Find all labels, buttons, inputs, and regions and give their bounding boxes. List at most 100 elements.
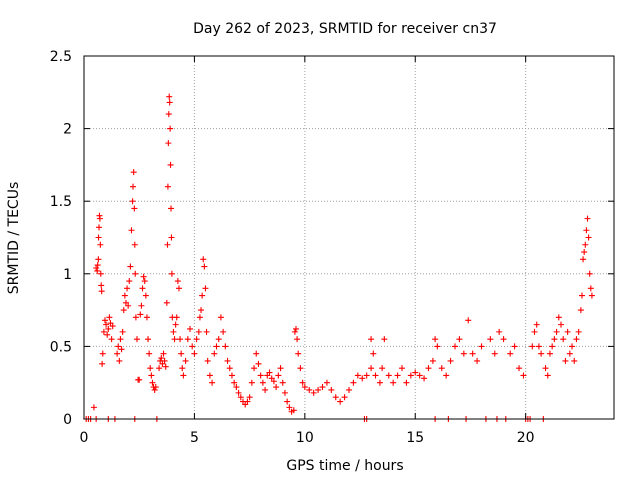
data-point	[215, 336, 222, 343]
data-point	[182, 357, 189, 364]
data-point	[131, 241, 138, 248]
data-point	[134, 336, 140, 343]
x-tick-label: 20	[517, 430, 535, 446]
data-point	[496, 328, 503, 335]
data-points	[83, 93, 595, 422]
data-point	[140, 273, 147, 280]
data-point	[255, 360, 262, 367]
data-point	[251, 365, 258, 372]
data-point	[323, 379, 330, 386]
data-point	[164, 241, 171, 248]
data-point	[119, 328, 126, 335]
data-point	[132, 270, 139, 277]
data-point	[580, 256, 587, 263]
data-point	[500, 336, 507, 343]
data-point	[542, 365, 549, 372]
x-tick-label: 0	[80, 430, 89, 446]
data-point	[202, 285, 209, 292]
data-point	[443, 372, 450, 379]
data-point	[141, 278, 148, 285]
data-point	[587, 285, 594, 292]
data-point	[277, 365, 284, 372]
data-point	[209, 379, 216, 386]
data-point	[174, 278, 181, 285]
data-point	[224, 357, 231, 364]
data-point	[228, 372, 235, 379]
data-point	[173, 314, 180, 321]
data-point	[130, 183, 137, 190]
grid	[84, 56, 614, 419]
data-point	[273, 384, 280, 391]
data-point	[588, 292, 595, 299]
data-point	[412, 369, 419, 376]
data-point	[172, 321, 179, 328]
data-point	[379, 365, 386, 372]
data-point	[407, 372, 414, 379]
data-point	[560, 336, 567, 343]
data-point	[137, 311, 144, 318]
data-point	[244, 398, 251, 405]
data-point	[416, 372, 423, 379]
data-point	[213, 343, 220, 350]
data-point	[487, 336, 494, 343]
data-point	[166, 99, 173, 106]
data-point	[211, 350, 218, 357]
data-point	[301, 384, 308, 391]
data-point	[246, 394, 253, 401]
data-point	[553, 328, 560, 335]
data-point	[167, 161, 174, 168]
data-point	[193, 336, 200, 343]
data-point	[95, 234, 102, 241]
data-point	[184, 336, 191, 343]
data-point	[158, 355, 165, 362]
data-point	[354, 372, 361, 379]
data-point	[270, 378, 277, 385]
data-point	[235, 389, 242, 396]
data-point	[168, 270, 175, 277]
data-point	[297, 365, 304, 372]
data-point	[222, 343, 229, 350]
data-point	[575, 328, 582, 335]
data-point	[128, 227, 135, 234]
x-tick-labels: 0 5 10 15 20	[80, 430, 535, 446]
data-point	[93, 264, 100, 271]
data-point	[237, 394, 244, 401]
y-tick-label: 0.5	[50, 339, 72, 355]
data-point	[290, 407, 297, 414]
data-point	[368, 365, 375, 372]
data-point	[491, 350, 498, 357]
data-point	[138, 302, 145, 309]
data-point	[266, 369, 273, 376]
data-point	[359, 375, 366, 382]
data-point	[259, 379, 266, 386]
data-point	[226, 365, 233, 372]
data-point	[145, 336, 152, 343]
data-point	[299, 379, 306, 386]
data-point	[306, 386, 313, 393]
data-point	[97, 270, 104, 277]
data-point	[96, 215, 103, 222]
data-point	[447, 357, 454, 364]
data-point	[319, 384, 326, 391]
data-point	[284, 398, 291, 405]
data-point	[516, 365, 523, 372]
data-point	[166, 93, 173, 100]
data-point	[337, 398, 344, 405]
data-point	[286, 404, 293, 411]
data-point	[346, 386, 352, 393]
data-point	[429, 357, 436, 364]
data-point	[142, 292, 149, 299]
data-point	[204, 357, 211, 364]
axis-ticks	[83, 55, 614, 420]
data-point	[582, 241, 589, 248]
data-point	[129, 198, 136, 205]
data-point	[291, 328, 298, 335]
data-point	[199, 292, 206, 299]
data-point	[478, 343, 485, 350]
data-point	[549, 343, 556, 350]
data-point	[368, 336, 375, 343]
data-point	[191, 350, 198, 357]
data-point	[562, 357, 569, 364]
data-point	[196, 314, 203, 321]
data-point	[143, 314, 150, 321]
